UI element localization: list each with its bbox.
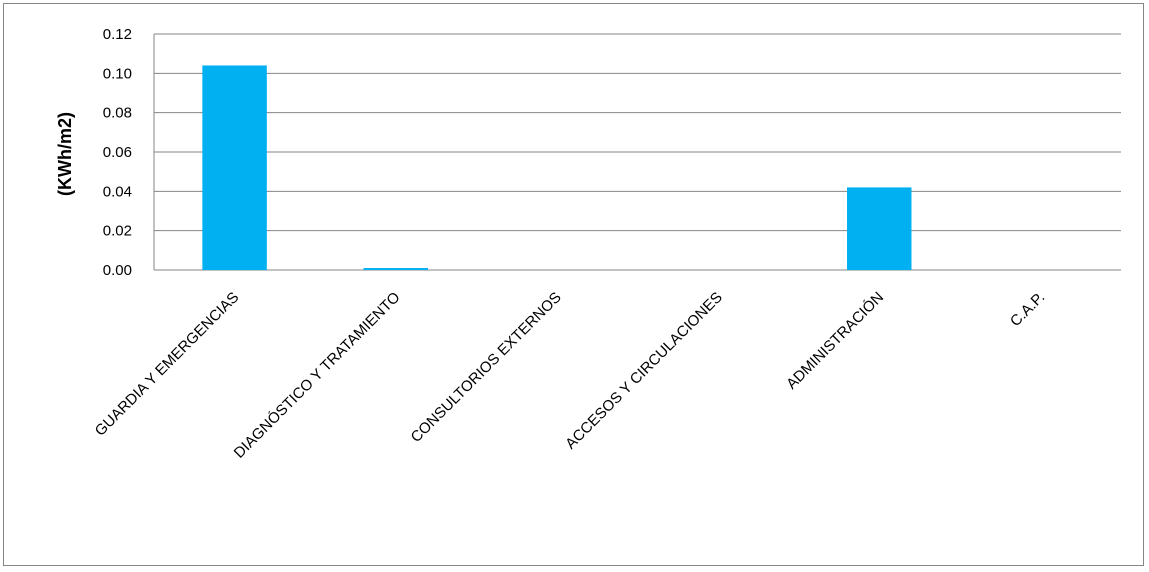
x-category-label: C.A.P.	[1007, 289, 1048, 330]
y-tick-label: 0.10	[103, 65, 132, 82]
bar	[847, 187, 912, 270]
y-tick-labels: 0.00 0.02 0.04 0.06 0.08 0.10 0.12	[103, 26, 132, 279]
bars	[202, 65, 912, 270]
x-category-label: DIAGNÓSTICO Y TRATAMIENTO	[231, 289, 404, 462]
x-category-label: GUARDIA Y EMERGENCIAS	[92, 289, 243, 440]
bar	[363, 268, 428, 270]
bar	[202, 65, 267, 270]
y-tick-label: 0.08	[103, 105, 132, 122]
x-category-label: ACCESOS Y CIRCULACIONES	[562, 289, 726, 453]
y-tick-label: 0.00	[103, 262, 132, 279]
chart-frame: 0.00 0.02 0.04 0.06 0.08 0.10 0.12 GUARDIA Y E…	[3, 3, 1144, 566]
y-tick-label: 0.04	[103, 183, 132, 200]
y-tick-label: 0.02	[103, 223, 132, 240]
gridlines	[153, 33, 1121, 271]
x-category-label: CONSULTORIOS EXTERNOS	[408, 289, 565, 446]
y-tick-label: 0.12	[103, 26, 132, 43]
bar-chart: 0.00 0.02 0.04 0.06 0.08 0.10 0.12 GUARDIA Y E…	[55, 26, 1121, 462]
y-tick-label: 0.06	[103, 144, 132, 161]
x-category-label: ADMINISTRACIÓN	[783, 289, 887, 393]
y-axis-title: (KWh/m2)	[55, 112, 75, 196]
